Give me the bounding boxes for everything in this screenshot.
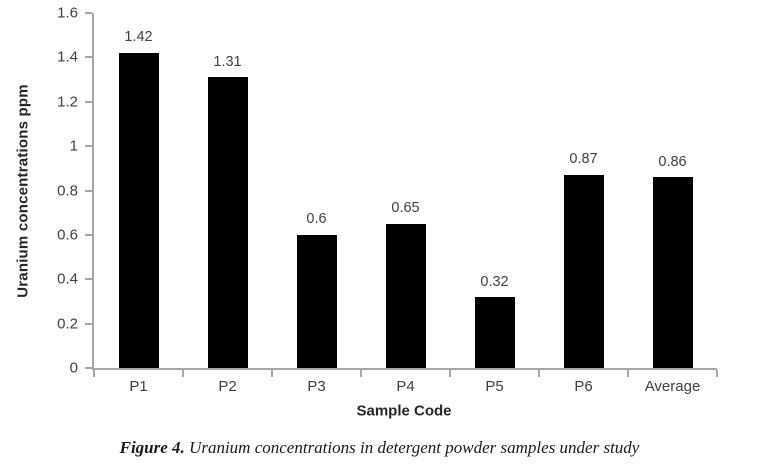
bar-slot: 0.32 P5: [450, 13, 539, 394]
y-axis-tick-mark: [85, 12, 92, 14]
bar-P4: [385, 223, 426, 368]
bar-slot: 1.42 P1: [94, 13, 183, 394]
bar-value-label: 0.87: [569, 151, 598, 168]
y-axis-tick-label: 0.8: [57, 182, 78, 199]
y-axis-tick-label: 1: [69, 137, 78, 155]
x-axis-category-label: Average: [644, 378, 701, 395]
x-axis-tick-mark: [716, 370, 718, 377]
x-axis-tick-mark: [627, 370, 629, 377]
y-axis-tick-mark: [85, 56, 92, 59]
y-axis-title: Uranium concentrations ppm: [14, 84, 32, 298]
figure-caption-label: Figure 4.: [119, 438, 185, 457]
bar-value-label: 1.31: [213, 53, 242, 70]
bar-value-label: 1.42: [124, 29, 153, 46]
y-axis-tick-label: 1.6: [57, 4, 78, 22]
x-axis-tick-mark: [182, 370, 184, 377]
bar-slot: 0.6 P3: [272, 13, 361, 394]
x-axis-tick-mark: [93, 370, 95, 377]
x-axis-category-label: P5: [485, 378, 504, 395]
x-axis-tick-mark: [538, 370, 540, 377]
bar-slot: 0.87 P6: [539, 13, 628, 394]
x-axis-tick-mark: [271, 370, 273, 377]
bar-value-label: 0.32: [480, 273, 509, 290]
bar-P1: [118, 52, 159, 368]
y-axis-tick-label: 0: [69, 359, 78, 377]
y-axis-tick-label: 1.2: [57, 93, 78, 111]
bar-P2: [207, 77, 248, 368]
y-axis-tick-label: 0.2: [57, 315, 78, 333]
y-axis-tick-mark: [85, 278, 92, 281]
y-axis-tick-label: 0.6: [57, 226, 78, 244]
bar-slot: 1.31 P2: [183, 13, 272, 394]
bar-P5: [474, 297, 515, 368]
x-axis-category-label: P6: [574, 378, 593, 395]
figure-caption: Figure 4. Uranium concentrations in dete…: [0, 438, 759, 458]
bar-slot: 0.86 Average: [628, 13, 717, 394]
y-axis-tick-mark: [85, 233, 92, 236]
bar-value-label: 0.86: [658, 153, 687, 170]
bar-P3: [296, 234, 337, 368]
bar-value-label: 0.6: [306, 211, 327, 228]
x-axis-category-label: P2: [218, 378, 237, 395]
x-axis-category-label: P3: [307, 378, 326, 395]
y-axis-tick-label: 1.4: [57, 48, 78, 66]
bar-P6: [563, 174, 604, 368]
y-axis-tick-mark: [85, 367, 92, 369]
y-axis-tick-label: 0.4: [57, 270, 78, 288]
x-axis-title: Sample Code: [356, 402, 452, 420]
y-axis-tick-mark: [85, 189, 92, 192]
x-axis-tick-mark: [449, 370, 451, 377]
x-axis-tick-mark: [360, 370, 362, 377]
y-axis-tick-mark: [85, 322, 92, 325]
x-axis-category-label: P1: [129, 378, 148, 395]
bar-Average: [652, 177, 693, 368]
y-axis-tick-mark: [85, 100, 92, 103]
x-axis-category-label: P4: [396, 378, 415, 395]
bar-chart-plot-area: 0 0.2 0.4 0.6 0.8 1 1.2 1.4 1.6 1.42 P1 1.31 P2 0.6 P3…: [57, 6, 718, 394]
y-axis-tick-mark: [85, 145, 92, 148]
figure-caption-text: Uranium concentrations in detergent powd…: [184, 438, 640, 457]
bar-value-label: 0.65: [391, 200, 420, 217]
bar-slot: 0.65 P4: [361, 13, 450, 394]
